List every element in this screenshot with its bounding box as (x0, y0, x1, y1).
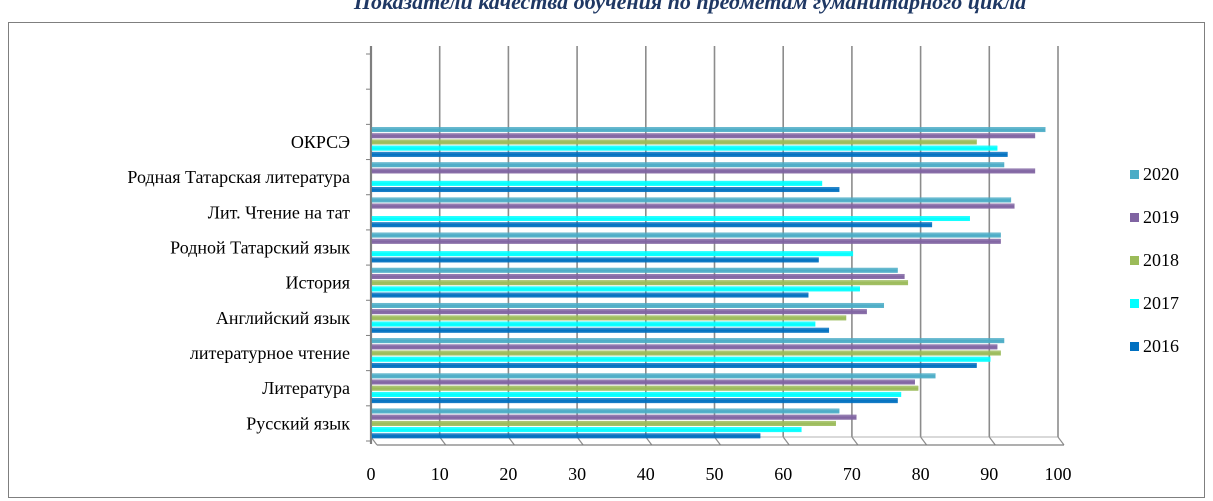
bar-английский-язык-2017 (371, 321, 816, 327)
x-tick-label: 40 (637, 464, 655, 484)
legend-swatch-2016 (1130, 342, 1139, 351)
chart-frame (8, 22, 1205, 498)
gridline-floor (439, 436, 447, 446)
gridline-floor (851, 436, 859, 446)
bar-родная-татарская-литература-2017 (371, 180, 823, 186)
category-label: Лит. Чтение на тат (208, 202, 350, 222)
gridline-floor (576, 436, 584, 446)
x-tick-label: 0 (367, 464, 376, 484)
bar-литературное-чтение-2017 (371, 356, 991, 362)
bar-родной-татарский-язык-2017 (371, 251, 854, 257)
x-tick-label: 80 (912, 464, 930, 484)
category-label: Родная Татарская литература (127, 167, 350, 187)
x-tick-label: 30 (568, 464, 586, 484)
bar-литература-2016 (371, 398, 898, 404)
bar-лит-чтение-на-тат-2020 (371, 197, 1012, 203)
gridline-floor (782, 436, 790, 446)
x-tick-label: 70 (843, 464, 861, 484)
x-tick-labels: 0 10 20 30 40 50 60 70 80 90 100 (367, 464, 1072, 484)
x-tick-label: 100 (1045, 464, 1072, 484)
bar-окрсэ-2017 (371, 145, 998, 151)
bar-английский-язык-2018 (371, 315, 847, 321)
legend-label-2017: 2017 (1143, 293, 1179, 313)
bar-литература-2018 (371, 385, 919, 391)
bar-родная-татарская-литература-2016 (371, 187, 840, 193)
legend-label-2020: 2020 (1143, 164, 1179, 184)
legend-swatch-2019 (1130, 213, 1139, 222)
legend-label-2019: 2019 (1143, 207, 1179, 227)
category-label: Литература (262, 378, 350, 398)
bar-история-2020 (371, 267, 898, 273)
bar-лит-чтение-на-тат-2016 (371, 222, 933, 228)
bar-лит-чтение-на-тат-2019 (371, 203, 1015, 209)
x-tick-label: 50 (706, 464, 724, 484)
legend-label-2018: 2018 (1143, 250, 1179, 270)
bar-лит-чтение-на-тат-2017 (371, 216, 970, 222)
gridline-floor (714, 436, 721, 446)
bar-литература-2017 (371, 391, 902, 397)
bars (371, 127, 1046, 439)
bar-история-2016 (371, 292, 809, 298)
bar-окрсэ-2018 (371, 139, 977, 145)
bar-русский-язык-2017 (371, 427, 802, 433)
gridline-floor (507, 436, 515, 446)
bar-история-2017 (371, 286, 860, 292)
category-label: литературное чтение (190, 343, 350, 363)
gridline-floor (988, 436, 996, 446)
x-tick-label: 20 (499, 464, 517, 484)
bar-литература-2020 (371, 373, 936, 379)
legend-swatch-2017 (1130, 299, 1139, 308)
x-tick-label: 90 (980, 464, 998, 484)
bar-история-2018 (371, 280, 909, 286)
bar-русский-язык-2018 (371, 420, 836, 426)
bar-родной-татарский-язык-2016 (371, 257, 819, 263)
gridline-floor (645, 436, 653, 446)
bar-русский-язык-2020 (371, 408, 840, 414)
bar-родной-татарский-язык-2020 (371, 232, 1001, 238)
bar-литературное-чтение-2016 (371, 362, 977, 368)
legend: 2020 2019 2018 2017 2016 (1130, 164, 1179, 356)
category-label: Английский язык (216, 308, 350, 328)
bar-английский-язык-2016 (371, 327, 830, 333)
gridlines (370, 46, 1065, 446)
chart-title: Показатели качества обучения по предмета… (353, 0, 1027, 14)
category-labels: Русский язык Литература литературное чтени… (127, 132, 350, 433)
bar-русский-язык-2016 (371, 433, 761, 439)
gridline-floor (920, 436, 928, 446)
x-tick-label: 60 (774, 464, 792, 484)
category-label: Русский язык (246, 413, 350, 433)
bar-литература-2019 (371, 379, 915, 385)
legend-label-2016: 2016 (1143, 336, 1179, 356)
bar-родная-татарская-литература-2019 (371, 168, 1036, 174)
gridline-floor (1057, 436, 1065, 446)
bar-английский-язык-2020 (371, 302, 885, 308)
bar-окрсэ-2016 (371, 151, 1008, 157)
category-label: ОКРСЭ (291, 132, 350, 152)
category-label: Родной Татарский язык (170, 238, 350, 258)
bar-литературное-чтение-2018 (371, 350, 1001, 356)
x-tick-label: 10 (431, 464, 449, 484)
bar-окрсэ-2019 (371, 133, 1036, 139)
legend-swatch-2020 (1130, 170, 1139, 179)
legend-swatch-2018 (1130, 256, 1139, 265)
bar-английский-язык-2019 (371, 309, 867, 315)
bar-история-2019 (371, 273, 905, 279)
bar-литературное-чтение-2020 (371, 338, 1005, 344)
bar-окрсэ-2020 (371, 127, 1046, 133)
bar-родная-татарская-литература-2020 (371, 162, 1005, 168)
bar-родной-татарский-язык-2019 (371, 238, 1001, 244)
bar-русский-язык-2019 (371, 414, 857, 420)
category-label: История (285, 273, 350, 293)
bar-литературное-чтение-2019 (371, 344, 998, 350)
